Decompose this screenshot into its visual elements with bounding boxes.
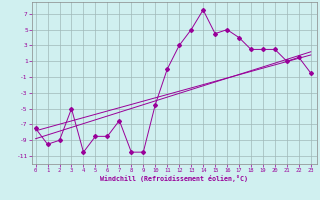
X-axis label: Windchill (Refroidissement éolien,°C): Windchill (Refroidissement éolien,°C) — [100, 175, 248, 182]
